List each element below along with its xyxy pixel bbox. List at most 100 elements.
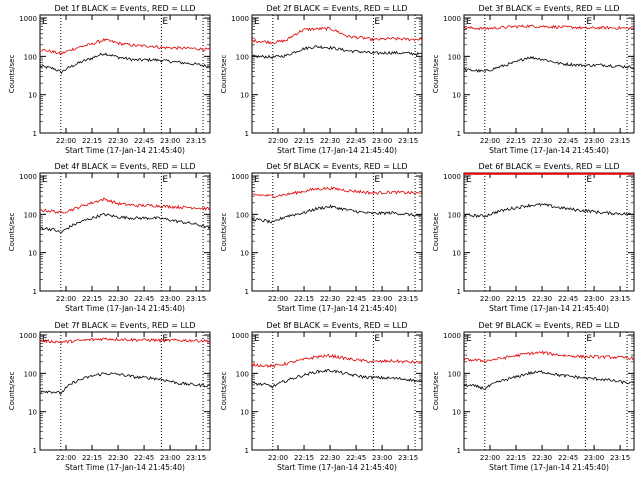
x-tick-label: 23:15: [186, 454, 206, 462]
y-tick-label: 100: [448, 370, 461, 378]
x-tick-label: 22:45: [558, 137, 578, 145]
y-tick-label: 10: [28, 250, 37, 258]
panel-title: Det 6f BLACK = Events, RED = LLD: [478, 162, 619, 171]
y-axis-label: Counts/sec: [8, 372, 16, 411]
marker-label: E: [42, 334, 48, 344]
y-tick-label: 1: [245, 447, 249, 455]
marker-label: E: [466, 175, 472, 185]
y-tick-label: 10: [28, 92, 37, 100]
x-tick-label: 22:30: [320, 454, 340, 462]
series-lld-line: [251, 186, 423, 198]
x-tick-label: 22:45: [346, 454, 366, 462]
x-tick-label: 22:15: [82, 454, 102, 462]
x-tick-label: 22:00: [56, 295, 76, 303]
plot-frame: [39, 331, 211, 451]
panel-det-3: Det 3f BLACK = Events, RED = LLD 1 10 100 10…: [432, 4, 635, 155]
y-tick-label: 10: [452, 92, 461, 100]
panel-det-6: Det 6f BLACK = Events, RED = LLD 1 10 100 10…: [432, 162, 635, 313]
x-tick-label: 22:30: [320, 295, 340, 303]
y-tick-label: 1: [245, 288, 249, 296]
x-tick-label: 22:15: [506, 295, 526, 303]
y-tick-label: 10: [452, 250, 461, 258]
marker-label: E: [466, 17, 472, 27]
x-axis-label: Start Time (17-Jan-14 21:45:40): [489, 463, 609, 472]
x-tick-label: 23:00: [584, 295, 604, 303]
x-tick-label: 22:00: [268, 137, 288, 145]
x-axis-label: Start Time (17-Jan-14 21:45:40): [489, 304, 609, 313]
y-axis-label: Counts/sec: [8, 55, 16, 94]
x-tick-label: 23:15: [398, 137, 418, 145]
y-tick-label: 1: [457, 288, 461, 296]
y-tick-label: 100: [448, 211, 461, 219]
panel-title: Det 8f BLACK = Events, RED = LLD: [266, 321, 407, 330]
y-tick-label: 1: [245, 130, 249, 138]
x-tick-label: 22:45: [346, 295, 366, 303]
x-tick-label: 22:15: [82, 137, 102, 145]
series-events-line: [39, 212, 211, 233]
x-tick-label: 22:45: [346, 137, 366, 145]
y-tick-label: 1: [33, 447, 37, 455]
x-tick-label: 23:00: [372, 454, 392, 462]
x-tick-label: 23:00: [160, 295, 180, 303]
series-lld-line: [463, 24, 635, 31]
y-tick-label: 1000: [19, 15, 37, 23]
x-axis-label: Start Time (17-Jan-14 21:45:40): [277, 304, 397, 313]
panel-title: Det 3f BLACK = Events, RED = LLD: [478, 4, 619, 13]
y-tick-label: 100: [24, 370, 37, 378]
y-tick-label: 100: [24, 211, 37, 219]
y-axis-label: Counts/sec: [432, 55, 440, 94]
x-tick-label: 22:15: [294, 137, 314, 145]
marker-label: E: [254, 17, 260, 27]
series-events-line: [463, 370, 635, 391]
y-tick-label: 100: [24, 53, 37, 61]
panel-det-5: Det 5f BLACK = Events, RED = LLD 1 10 100 10…: [220, 162, 423, 313]
y-tick-label: 1000: [443, 332, 461, 340]
x-tick-label: 22:45: [134, 295, 154, 303]
y-axis-label: Counts/sec: [220, 213, 228, 252]
marker-label: E: [374, 175, 380, 185]
x-tick-label: 22:00: [480, 137, 500, 145]
x-tick-label: 22:00: [480, 454, 500, 462]
plot-frame: [251, 331, 423, 451]
marker-label: E: [162, 17, 168, 27]
panel-det-7: Det 7f BLACK = Events, RED = LLD 1 10 100 10…: [8, 321, 211, 472]
marker-label: E: [466, 334, 472, 344]
x-tick-label: 22:45: [558, 295, 578, 303]
series-lld-line: [39, 337, 211, 344]
y-tick-label: 100: [448, 53, 461, 61]
x-axis-label: Start Time (17-Jan-14 21:45:40): [277, 146, 397, 155]
plot-frame: [463, 14, 635, 134]
series-events-line: [463, 202, 635, 218]
x-tick-label: 23:00: [372, 137, 392, 145]
x-tick-label: 22:00: [56, 137, 76, 145]
marker-label: E: [254, 175, 260, 185]
y-tick-label: 100: [236, 370, 249, 378]
y-tick-label: 10: [28, 409, 37, 417]
panel-det-2: Det 2f BLACK = Events, RED = LLD 1 10 100 10…: [220, 4, 423, 155]
y-tick-label: 1: [33, 288, 37, 296]
marker-label: E: [586, 17, 592, 27]
x-tick-label: 23:00: [160, 137, 180, 145]
x-tick-label: 22:15: [294, 454, 314, 462]
y-tick-label: 1000: [231, 332, 249, 340]
series-events-line: [251, 204, 423, 224]
panel-title: Det 1f BLACK = Events, RED = LLD: [54, 4, 195, 13]
x-tick-label: 23:15: [610, 295, 630, 303]
y-tick-label: 1: [33, 130, 37, 138]
panel-title: Det 7f BLACK = Events, RED = LLD: [54, 321, 195, 330]
x-axis-label: Start Time (17-Jan-14 21:45:40): [65, 304, 185, 313]
y-tick-label: 1000: [231, 173, 249, 181]
y-tick-label: 100: [236, 211, 249, 219]
x-tick-label: 23:00: [372, 295, 392, 303]
y-tick-label: 100: [236, 53, 249, 61]
x-tick-label: 22:15: [506, 454, 526, 462]
series-lld-line: [463, 350, 635, 363]
y-tick-label: 1000: [231, 15, 249, 23]
x-tick-label: 23:15: [398, 454, 418, 462]
x-tick-label: 22:30: [320, 137, 340, 145]
x-tick-label: 22:30: [108, 137, 128, 145]
marker-label: E: [374, 334, 380, 344]
marker-label: E: [374, 17, 380, 27]
x-axis-label: Start Time (17-Jan-14 21:45:40): [489, 146, 609, 155]
